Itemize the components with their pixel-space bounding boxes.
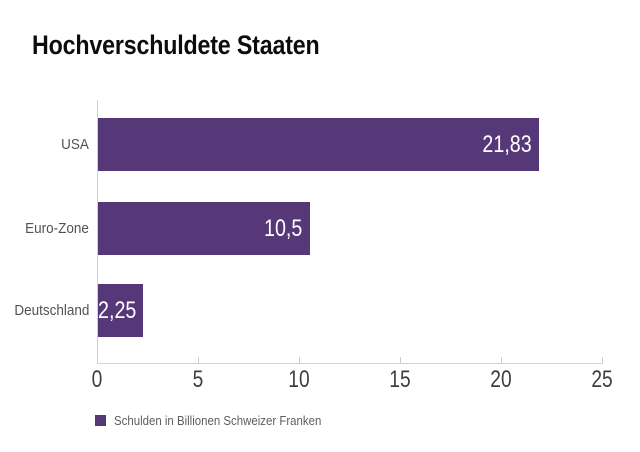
plot-area: 21,83 10,5 2,25 [97, 100, 603, 364]
x-tick-label: 15 [389, 366, 411, 393]
x-tick-label: 25 [591, 366, 613, 393]
x-tick-label: 5 [192, 366, 204, 393]
bar-euro-zone: 10,5 [98, 202, 311, 255]
legend-swatch-icon [95, 415, 106, 426]
x-axis-tick [501, 357, 502, 363]
x-tick-label: 0 [91, 366, 103, 393]
bar-usa: 21,83 [98, 118, 539, 171]
bar-value-usa: 21,83 [482, 130, 532, 158]
category-label-euro-zone: Euro-Zone [25, 220, 89, 237]
legend: Schulden in Billionen Schweizer Franken [95, 413, 350, 428]
x-axis-tick [198, 357, 199, 363]
bar-value-euro-zone: 10,5 [264, 214, 303, 242]
x-axis-tick [602, 357, 603, 363]
legend-label: Schulden in Billionen Schweizer Franken [114, 413, 322, 428]
category-label-deutschland: Deutschland [13, 302, 89, 319]
bar-deutschland: 2,25 [97, 284, 144, 337]
x-tick-label: 10 [288, 366, 310, 393]
chart-title: Hochverschuldete Staaten [32, 30, 320, 60]
x-axis-tick [400, 357, 401, 363]
bar-value-deutschland: 2,25 [97, 296, 137, 324]
category-label-usa: USA [61, 136, 89, 153]
x-tick-label: 20 [490, 366, 512, 393]
x-axis-tick [299, 357, 300, 363]
